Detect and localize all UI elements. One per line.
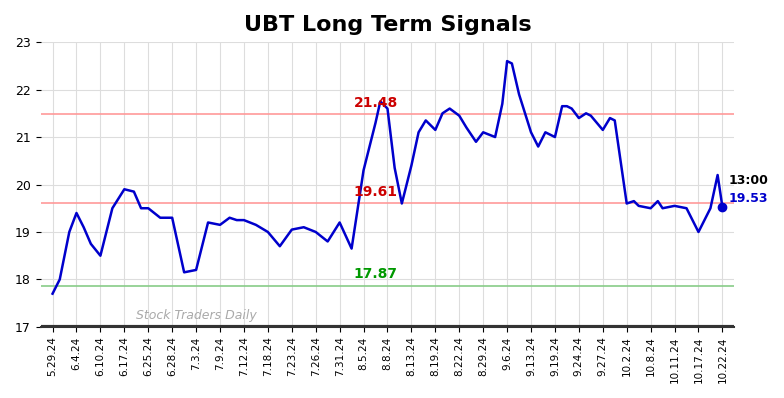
Text: 19.61: 19.61 [354,185,397,199]
Text: 13:00: 13:00 [728,174,768,187]
Text: 21.48: 21.48 [354,96,397,110]
Text: 17.87: 17.87 [354,267,397,281]
Title: UBT Long Term Signals: UBT Long Term Signals [244,15,532,35]
Text: Stock Traders Daily: Stock Traders Daily [136,308,257,322]
Text: 19.53: 19.53 [728,192,768,205]
